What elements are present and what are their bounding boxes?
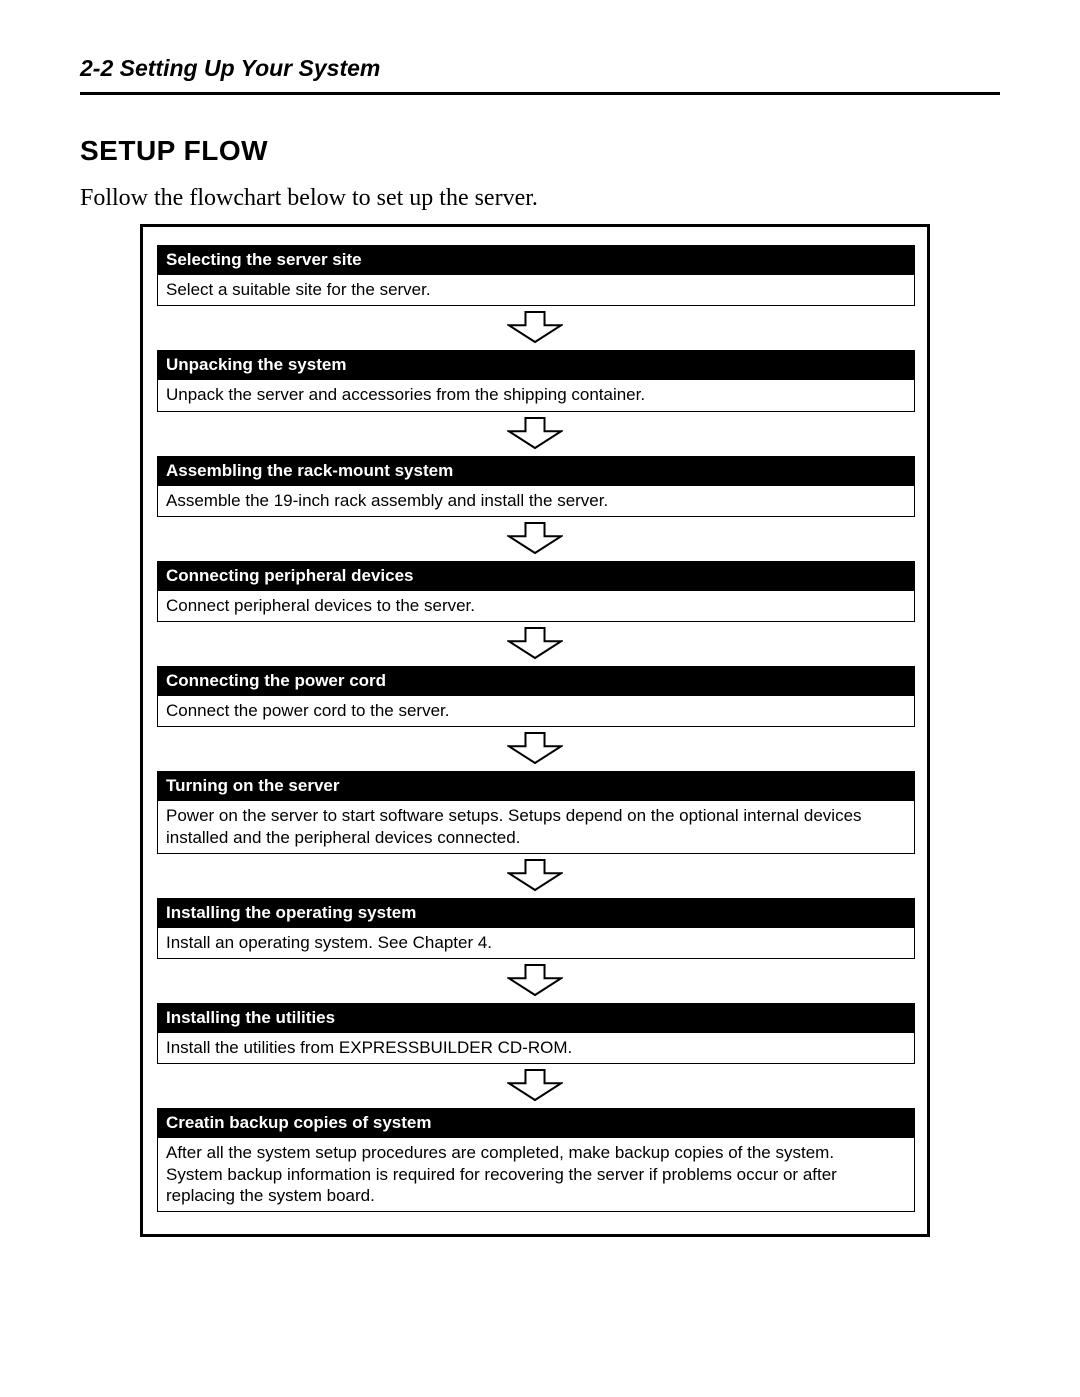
flow-step-title: Installing the operating system — [158, 899, 914, 928]
flow-step: Turning on the serverPower on the server… — [157, 771, 915, 854]
flow-step: Installing the utilitiesInstall the util… — [157, 1003, 915, 1064]
flow-step-title: Creatin backup copies of system — [158, 1109, 914, 1138]
flow-arrow-icon — [157, 1068, 913, 1102]
flow-step-title: Installing the utilities — [158, 1004, 914, 1033]
flow-step: Connecting peripheral devicesConnect per… — [157, 561, 915, 622]
flow-step-body: After all the system setup procedures ar… — [158, 1138, 914, 1211]
page: 2-2 Setting Up Your System SETUP FLOW Fo… — [0, 0, 1080, 1397]
flow-arrow-icon — [157, 858, 913, 892]
flow-step-body: Assemble the 19-inch rack assembly and i… — [158, 486, 914, 516]
flow-arrow-icon — [157, 626, 913, 660]
flow-step-title: Assembling the rack-mount system — [158, 457, 914, 486]
section-title: SETUP FLOW — [80, 135, 1000, 167]
flow-step-body: Select a suitable site for the server. — [158, 275, 914, 305]
flow-step-body: Connect the power cord to the server. — [158, 696, 914, 726]
flow-step: Selecting the server siteSelect a suitab… — [157, 245, 915, 306]
header-rule — [80, 92, 1000, 95]
flow-arrow-icon — [157, 731, 913, 765]
flow-step: Assembling the rack-mount systemAssemble… — [157, 456, 915, 517]
flow-step-title: Connecting the power cord — [158, 667, 914, 696]
flow-step-title: Connecting peripheral devices — [158, 562, 914, 591]
flow-step-title: Turning on the server — [158, 772, 914, 801]
section-lead: Follow the flowchart below to set up the… — [80, 185, 1000, 212]
flow-step-title: Selecting the server site — [158, 246, 914, 275]
flow-step: Creatin backup copies of systemAfter all… — [157, 1108, 915, 1212]
flow-step-title: Unpacking the system — [158, 351, 914, 380]
running-head: 2-2 Setting Up Your System — [80, 55, 1000, 82]
flow-arrow-icon — [157, 310, 913, 344]
flow-step-body: Install the utilities from EXPRESSBUILDE… — [158, 1033, 914, 1063]
flow-step-body: Connect peripheral devices to the server… — [158, 591, 914, 621]
flow-arrow-icon — [157, 963, 913, 997]
flow-step-body: Power on the server to start software se… — [158, 801, 914, 853]
flow-arrow-icon — [157, 416, 913, 450]
flowchart-frame: Selecting the server siteSelect a suitab… — [140, 224, 930, 1237]
flow-step-body: Install an operating system. See Chapter… — [158, 928, 914, 958]
flow-step: Unpacking the systemUnpack the server an… — [157, 350, 915, 411]
flow-step-body: Unpack the server and accessories from t… — [158, 380, 914, 410]
flowchart: Selecting the server siteSelect a suitab… — [157, 245, 913, 1212]
flow-step: Connecting the power cordConnect the pow… — [157, 666, 915, 727]
flow-arrow-icon — [157, 521, 913, 555]
flow-step: Installing the operating systemInstall a… — [157, 898, 915, 959]
